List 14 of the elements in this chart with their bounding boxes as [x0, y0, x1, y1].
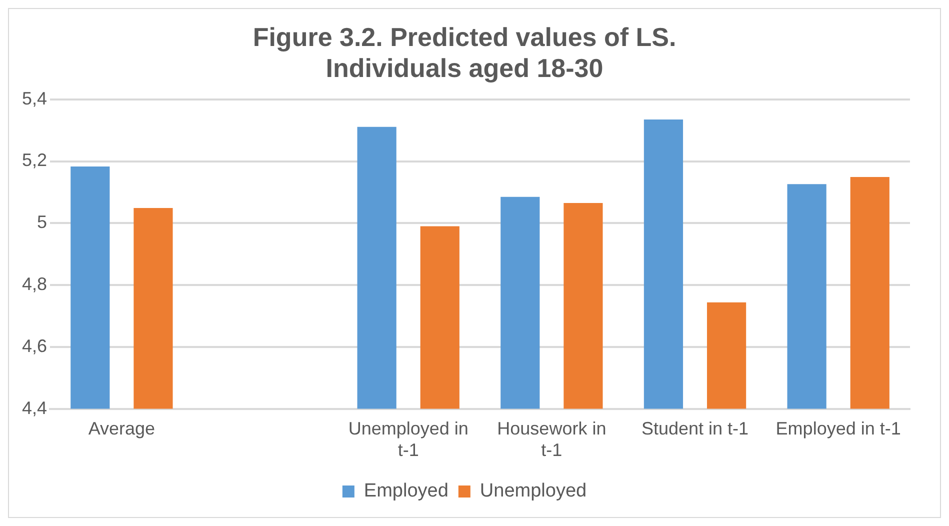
- x-tick-label: Housework in t-1: [497, 418, 606, 460]
- y-tick-label: 5,4: [22, 88, 48, 108]
- x-tick-label: Student in t-1: [641, 418, 749, 439]
- y-tick-label: 4,4: [22, 398, 48, 418]
- y-tick-label: 4,8: [22, 274, 48, 294]
- y-tick-label: 5,2: [22, 150, 48, 170]
- y-tick-label: 5: [37, 212, 48, 232]
- x-tick-label: Average: [88, 418, 156, 439]
- chart-title: Figure 3.2. Predicted values of LS. Individuals aged 18-30: [252, 22, 676, 83]
- x-tick-label: Unemployed in t-1: [348, 418, 468, 460]
- y-tick-label: 4,6: [22, 336, 48, 356]
- legend-label: Employed: [364, 480, 448, 502]
- legend-label: Unemployed: [480, 480, 587, 502]
- x-tick-label: Employed in t-1: [776, 418, 901, 439]
